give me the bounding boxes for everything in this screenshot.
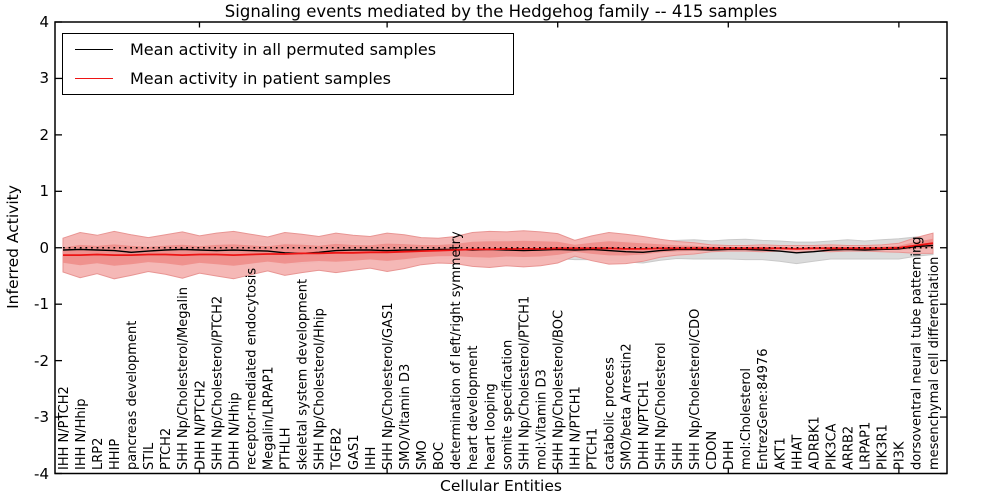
y-tick-label: -2 [34, 351, 49, 370]
x-category-label: skeletal system development [296, 279, 311, 470]
x-category-label: CDON [705, 431, 720, 470]
x-category-label: IHH N/PTCH1 [569, 386, 584, 470]
y-tick-label: -3 [34, 408, 49, 427]
x-category-label: pancreas development [125, 321, 140, 470]
x-category-label: EntrezGene:84976 [756, 349, 771, 470]
legend-label-permuted: Mean activity in all permuted samples [130, 39, 437, 59]
x-category-label: PIK3CA [824, 423, 839, 470]
legend: Mean activity in all permuted samples Me… [62, 33, 514, 95]
y-tick-label: 3 [39, 69, 49, 88]
x-category-label: mol:Cholesterol [739, 368, 754, 470]
x-category-label: ADRBK1 [807, 416, 822, 470]
x-category-label: determination of left/right symmetry [449, 231, 464, 470]
x-category-label: SHH Np/Cholesterol [654, 342, 669, 470]
x-category-label: SMO/Vitamin D3 [398, 364, 413, 470]
x-category-label: SHH Np/Cholesterol/GAS1 [381, 302, 396, 470]
x-category-label: GAS1 [347, 435, 362, 471]
y-tick-label: 2 [39, 125, 49, 144]
x-category-label: SMO [415, 440, 430, 470]
x-category-label: DHH N/PTCH1 [637, 380, 652, 470]
x-category-label: ARRB2 [842, 426, 857, 470]
x-category-label: catabolic process [603, 357, 618, 470]
y-tick-label: 1 [39, 182, 49, 201]
legend-entry-patient: Mean activity in patient samples [63, 65, 513, 93]
x-category-label: LRP2 [91, 438, 106, 470]
x-category-label: PTCH1 [586, 428, 601, 470]
legend-entry-permuted: Mean activity in all permuted samples [63, 35, 513, 63]
x-category-label: IHH N/PTCH2 [57, 386, 72, 470]
x-category-label: SHH Np/Cholesterol/BOC [552, 310, 567, 470]
x-category-label: mol:Vitamin D3 [534, 369, 549, 470]
x-category-label: LRPAP1 [859, 422, 874, 470]
x-category-label: SHH Np/Cholesterol/Megalin [176, 287, 191, 470]
x-category-label: PTCH2 [159, 428, 174, 470]
x-category-label: somite specification [500, 340, 515, 470]
x-category-label: DHH N/PTCH2 [193, 380, 208, 470]
x-category-label: HHIP [108, 439, 123, 470]
x-category-label: BOC [432, 442, 447, 470]
x-category-label: SHH Np/Cholesterol/Hhip [313, 308, 328, 470]
band-patient-samples-inner [63, 238, 933, 266]
x-category-label: dorsoventral neural tube patterning [910, 237, 925, 470]
x-category-label: DHH N/Hhip [227, 392, 242, 470]
y-tick-label: 0 [39, 238, 49, 257]
x-category-label: SHH Np/Cholesterol/PTCH2 [210, 296, 225, 470]
x-category-label: heart development [466, 345, 481, 470]
x-category-label: SHH [671, 442, 686, 470]
x-category-label: IHH N/Hhip [74, 399, 89, 471]
y-tick-label: 4 [39, 13, 49, 31]
x-category-label: HHAT [790, 435, 805, 470]
x-category-label: PTHLH [279, 427, 294, 470]
x-category-label: receptor-mediated endocytosis [244, 268, 259, 470]
x-category-label: Megalin/LRPAP1 [262, 366, 277, 470]
x-category-label: AKT1 [773, 437, 788, 470]
x-category-label: PI3K [893, 441, 908, 470]
x-category-label: mesenchymal cell differentiation [927, 257, 942, 470]
y-tick-label: -1 [34, 295, 49, 314]
patient-line-sample [75, 78, 113, 80]
x-category-label: STIL [142, 442, 157, 470]
x-category-label: SHH Np/Cholesterol/CDO [688, 309, 703, 470]
series-line-1 [63, 242, 934, 257]
x-category-label: heart looping [483, 383, 498, 470]
chart-title: Signaling events mediated by the Hedgeho… [224, 2, 778, 21]
x-category-label: TGFB2 [330, 427, 345, 471]
x-category-label: IHH [364, 447, 379, 470]
y-tick-label: -4 [34, 464, 49, 483]
x-category-label: PIK3R1 [876, 424, 891, 470]
x-axis-label: Cellular Entities [440, 477, 562, 495]
x-category-label: SHH Np/Cholesterol/PTCH1 [517, 296, 532, 470]
x-category-label: DHH [722, 440, 737, 470]
legend-label-patient: Mean activity in patient samples [130, 69, 391, 89]
x-category-label: SMO/beta Arrestin2 [620, 343, 635, 470]
permuted-line-sample [75, 48, 113, 50]
